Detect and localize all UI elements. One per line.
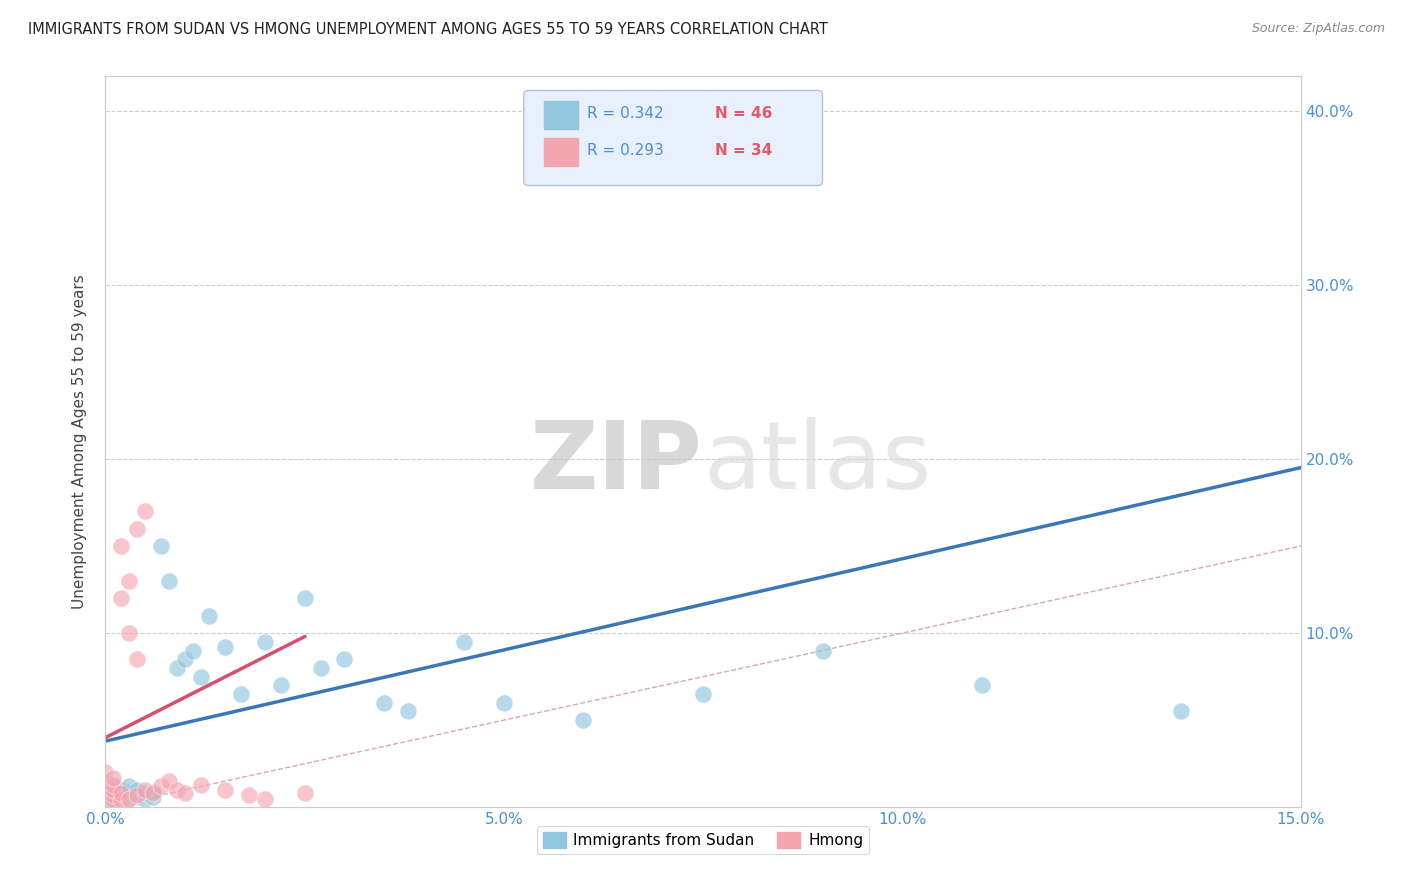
Point xyxy=(127,522,149,536)
Bar xyxy=(544,102,578,129)
Point xyxy=(142,789,165,804)
Point xyxy=(333,652,356,666)
Point xyxy=(174,786,197,800)
Point xyxy=(103,795,125,809)
Text: IMMIGRANTS FROM SUDAN VS HMONG UNEMPLOYMENT AMONG AGES 55 TO 59 YEARS CORRELATIO: IMMIGRANTS FROM SUDAN VS HMONG UNEMPLOYM… xyxy=(28,22,828,37)
Point xyxy=(127,786,149,800)
Point xyxy=(492,696,515,710)
Point xyxy=(127,789,149,804)
Point xyxy=(118,574,141,588)
Point xyxy=(294,591,316,606)
Point xyxy=(94,791,117,805)
Point xyxy=(157,574,180,588)
Point xyxy=(214,640,236,654)
Point xyxy=(309,661,332,675)
Point xyxy=(110,789,132,804)
Point xyxy=(214,782,236,797)
Point xyxy=(103,771,125,785)
Text: R = 0.293: R = 0.293 xyxy=(588,143,664,158)
Point xyxy=(692,687,714,701)
Point xyxy=(157,774,180,789)
Bar xyxy=(544,138,578,166)
Point xyxy=(94,788,117,802)
Point xyxy=(572,713,595,727)
Point xyxy=(110,782,132,797)
Point xyxy=(94,774,117,789)
Point xyxy=(103,788,125,802)
Point xyxy=(94,782,117,797)
Point xyxy=(150,539,173,553)
Point xyxy=(103,784,125,798)
Text: Source: ZipAtlas.com: Source: ZipAtlas.com xyxy=(1251,22,1385,36)
Point xyxy=(181,643,204,657)
Point xyxy=(94,795,117,809)
Point xyxy=(118,791,141,805)
Point xyxy=(110,793,132,807)
Point xyxy=(103,791,125,805)
Point xyxy=(373,696,395,710)
Text: N = 34: N = 34 xyxy=(716,143,772,158)
Point xyxy=(127,788,149,802)
Point xyxy=(166,782,188,797)
Point xyxy=(110,786,132,800)
Point xyxy=(110,539,132,553)
Point xyxy=(970,678,993,692)
Point xyxy=(103,791,125,805)
Point xyxy=(396,705,419,719)
Y-axis label: Unemployment Among Ages 55 to 59 years: Unemployment Among Ages 55 to 59 years xyxy=(72,274,87,609)
Point xyxy=(134,504,156,518)
Point xyxy=(270,678,292,692)
Point xyxy=(166,661,188,675)
Point xyxy=(110,793,132,807)
FancyBboxPatch shape xyxy=(524,90,823,186)
Point xyxy=(294,786,316,800)
Point xyxy=(118,784,141,798)
Point xyxy=(142,784,165,798)
Point xyxy=(811,643,834,657)
Point xyxy=(118,791,141,805)
Point xyxy=(190,670,212,684)
Point xyxy=(238,788,260,802)
Point xyxy=(1170,705,1192,719)
Point xyxy=(229,687,252,701)
Point xyxy=(118,788,141,802)
Point xyxy=(103,782,125,797)
Text: N = 46: N = 46 xyxy=(716,106,772,121)
Point xyxy=(127,782,149,797)
Point xyxy=(103,778,125,792)
Point xyxy=(142,786,165,800)
Text: atlas: atlas xyxy=(703,417,931,509)
Point xyxy=(190,778,212,792)
Point xyxy=(118,780,141,794)
Legend: Immigrants from Sudan, Hmong: Immigrants from Sudan, Hmong xyxy=(537,826,869,855)
Point xyxy=(94,791,117,805)
Point xyxy=(94,765,117,780)
Point xyxy=(103,788,125,802)
Point xyxy=(94,782,117,797)
Point xyxy=(150,780,173,794)
Point xyxy=(103,780,125,794)
Point xyxy=(253,635,276,649)
Point xyxy=(94,786,117,800)
Point xyxy=(103,795,125,809)
Point xyxy=(198,608,221,623)
Point xyxy=(134,791,156,805)
Point xyxy=(110,591,132,606)
Point xyxy=(127,652,149,666)
Point xyxy=(134,786,156,800)
Text: ZIP: ZIP xyxy=(530,417,703,509)
Text: R = 0.342: R = 0.342 xyxy=(588,106,664,121)
Point xyxy=(134,782,156,797)
Point xyxy=(453,635,475,649)
Point xyxy=(110,786,132,800)
Point xyxy=(118,626,141,640)
Point xyxy=(253,791,276,805)
Point xyxy=(174,652,197,666)
